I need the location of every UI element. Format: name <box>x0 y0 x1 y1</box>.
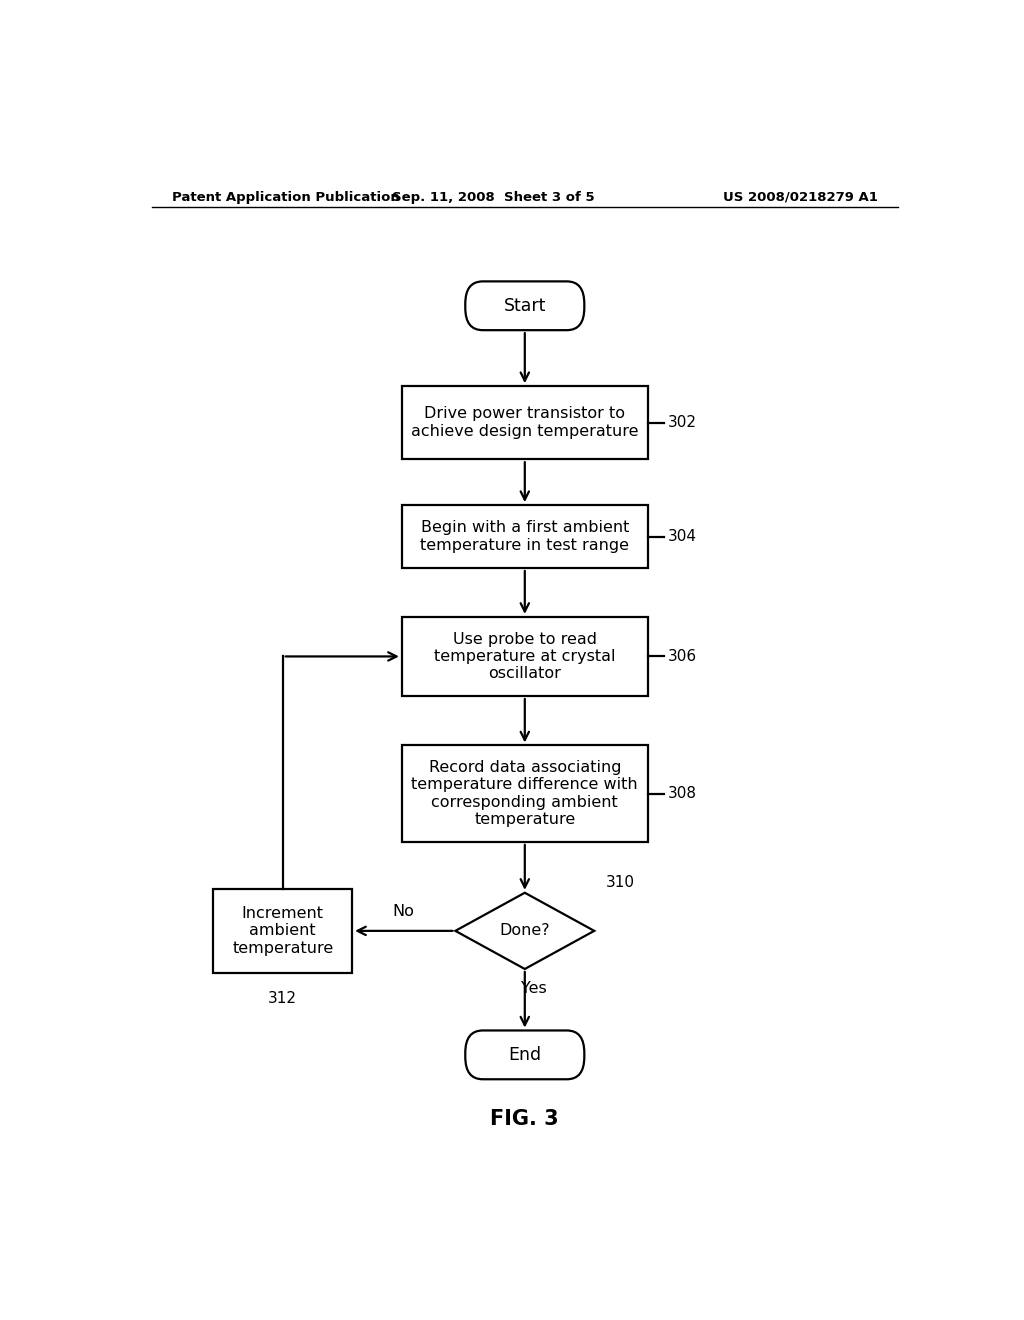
Text: Use probe to read
temperature at crystal
oscillator: Use probe to read temperature at crystal… <box>434 631 615 681</box>
Text: Sep. 11, 2008  Sheet 3 of 5: Sep. 11, 2008 Sheet 3 of 5 <box>392 190 594 203</box>
Text: Patent Application Publication: Patent Application Publication <box>172 190 399 203</box>
Text: Done?: Done? <box>500 924 550 939</box>
Text: 302: 302 <box>668 416 696 430</box>
Bar <box>401 616 648 696</box>
Text: Increment
ambient
temperature: Increment ambient temperature <box>232 906 334 956</box>
Text: FIG. 3: FIG. 3 <box>490 1109 559 1129</box>
FancyBboxPatch shape <box>465 1031 585 1080</box>
Text: Record data associating
temperature difference with
corresponding ambient
temper: Record data associating temperature diff… <box>412 760 638 828</box>
Text: End: End <box>508 1045 542 1064</box>
Text: 306: 306 <box>668 649 696 664</box>
Text: 310: 310 <box>606 875 635 890</box>
Text: 308: 308 <box>668 787 696 801</box>
Bar <box>401 746 648 842</box>
Text: Drive power transistor to
achieve design temperature: Drive power transistor to achieve design… <box>411 407 639 438</box>
Text: No: No <box>393 904 415 919</box>
Text: Start: Start <box>504 297 546 314</box>
Polygon shape <box>456 892 594 969</box>
Text: Yes: Yes <box>521 981 547 997</box>
FancyBboxPatch shape <box>465 281 585 330</box>
Bar <box>401 385 648 459</box>
Bar <box>213 890 352 973</box>
Text: Begin with a first ambient
temperature in test range: Begin with a first ambient temperature i… <box>420 520 630 553</box>
Text: 304: 304 <box>668 529 696 544</box>
Bar <box>401 506 648 568</box>
Text: 312: 312 <box>268 991 297 1006</box>
Text: US 2008/0218279 A1: US 2008/0218279 A1 <box>723 190 878 203</box>
